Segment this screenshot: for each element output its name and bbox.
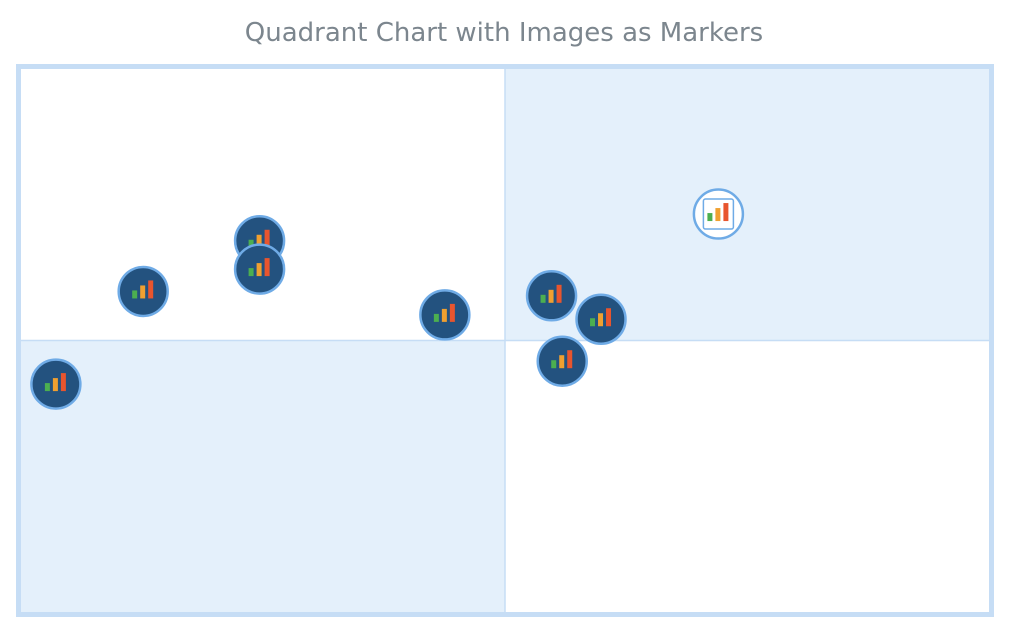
data-point-marker[interactable]: [117, 265, 169, 318]
bar-chart-icon-bar: [598, 313, 604, 327]
bar-chart-icon-bar: [441, 308, 447, 322]
bar-chart-icon-bar: [567, 350, 573, 369]
bar-chart-icon-bar: [60, 373, 66, 392]
plot-frame: [16, 64, 994, 617]
bar-chart-icon-bar: [715, 208, 721, 222]
bar-chart-icon-bar: [449, 303, 455, 322]
chart-title: Quadrant Chart with Images as Markers: [244, 18, 764, 48]
data-point-marker[interactable]: [233, 243, 286, 295]
bar-chart-icon-bar: [548, 289, 554, 303]
bar-chart-icon-bar: [52, 378, 58, 392]
bar-chart-icon-bar: [256, 234, 262, 248]
bar-chart-icon-bar: [433, 313, 439, 322]
bar-chart-icon-bar: [551, 360, 557, 369]
bar-chart-icon-bar: [540, 294, 546, 303]
bar-chart-icon-bar: [606, 308, 612, 327]
bar-chart-icon-bar: [264, 258, 270, 277]
data-point-marker[interactable]: [692, 188, 745, 240]
bar-chart-icon-bar: [132, 290, 138, 299]
data-point-marker[interactable]: [525, 270, 578, 322]
bar-chart-icon-bar: [723, 203, 729, 222]
bar-chart-icon-bar: [707, 213, 713, 222]
data-point-marker[interactable]: [575, 293, 627, 345]
bar-chart-icon-bar: [148, 280, 154, 299]
bar-chart-icon-bar: [556, 284, 562, 303]
data-point-marker[interactable]: [536, 335, 588, 387]
data-point-marker[interactable]: [419, 289, 471, 341]
bar-chart-icon-bar: [590, 318, 596, 327]
bar-chart-icon-bar: [264, 229, 270, 248]
bar-chart-icon-bar: [559, 355, 565, 369]
quadrant-top-right: [505, 68, 990, 341]
bar-chart-icon-bar: [248, 239, 254, 248]
bar-chart-icon-bar: [248, 268, 254, 277]
data-point-marker[interactable]: [30, 358, 82, 410]
bar-chart-icon-bar: [140, 285, 146, 299]
bar-chart-icon-bar: [44, 383, 50, 392]
quadrant-bottom-left: [20, 340, 505, 613]
bar-chart-icon-bar: [256, 263, 262, 277]
